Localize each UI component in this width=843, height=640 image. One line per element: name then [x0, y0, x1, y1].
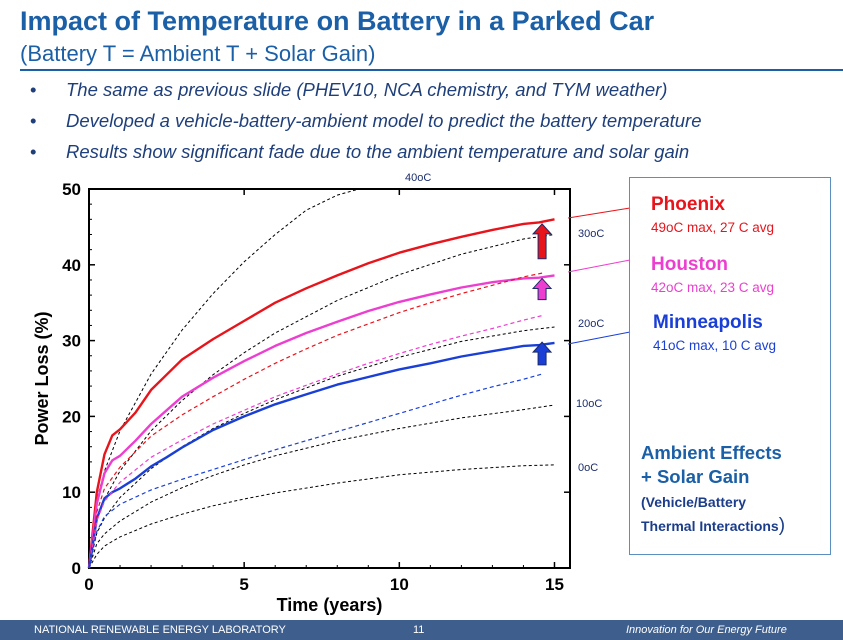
series-line-dashed — [88, 315, 543, 569]
bullet-item: • Developed a vehicle-battery-ambient mod… — [30, 109, 702, 140]
phoenix-detail: 49oC max, 27 C avg — [651, 220, 775, 235]
increase-arrow — [531, 277, 553, 301]
reference-curve — [88, 464, 555, 569]
houston-label: Houston — [651, 254, 729, 275]
series-line — [87, 274, 555, 569]
note-line-2: + Solar Gain — [641, 466, 750, 487]
ambient-effects-note: Ambient Effects + Solar Gain — [641, 441, 782, 489]
thermal-interactions-note: (Vehicle/Battery Thermal Interactions) — [641, 490, 785, 538]
bullet-text: Results show significant fade due to the… — [66, 141, 690, 162]
y-tick-label: 20 — [62, 407, 81, 426]
reference-curve-label: 10oC — [576, 398, 602, 410]
note-line-4-text: Thermal Interactions — [641, 518, 779, 534]
footer-bar: NATIONAL RENEWABLE ENERGY LABORATORY 11 … — [0, 620, 843, 640]
note-line-3: (Vehicle/Battery — [641, 494, 747, 510]
minneapolis-leader-line — [567, 331, 631, 345]
footer-tagline: Innovation for Our Energy Future — [626, 624, 787, 636]
series-line-dashed — [88, 373, 543, 569]
y-tick-label: 30 — [62, 332, 81, 351]
x-axis-label: Time (years) — [277, 595, 383, 615]
reference-curve-label: 40oC — [405, 172, 431, 184]
bullet-item: • Results show significant fade due to th… — [30, 140, 702, 171]
reference-curve — [88, 326, 555, 569]
bullet-text: Developed a vehicle-battery-ambient mode… — [66, 110, 702, 131]
increase-arrow — [531, 341, 553, 366]
increase-arrow — [531, 223, 553, 260]
bullet-marker: • — [30, 110, 37, 131]
y-axis-label: Power Loss (%) — [32, 311, 52, 445]
note-paren: ) — [778, 515, 786, 536]
bullet-list: • The same as previous slide (PHEV10, NCA… — [30, 78, 702, 171]
reference-curve-label: 30oC — [578, 228, 604, 240]
note-line-1: Ambient Effects — [641, 442, 782, 463]
x-tick-label: 5 — [239, 575, 248, 594]
reference-curve — [88, 404, 555, 569]
series-line-dashed — [88, 272, 543, 569]
series-line — [87, 341, 555, 569]
x-tick-label: 10 — [390, 575, 409, 594]
houston-detail: 42oC max, 23 C avg — [651, 280, 775, 295]
minneapolis-label: Minneapolis — [653, 312, 763, 333]
y-tick-label: 10 — [62, 483, 81, 502]
reference-curve-label: 20oC — [578, 318, 604, 330]
y-tick-label: 40 — [62, 256, 81, 275]
series-line — [87, 218, 555, 569]
y-tick-label: 0 — [72, 559, 81, 578]
page-number: 11 — [413, 624, 425, 636]
title-rule — [20, 69, 843, 71]
power-loss-chart: 0 5 10 15 0 10 20 30 40 50 Time (years) Power Loss … — [32, 172, 631, 615]
x-tick-label: 15 — [545, 575, 564, 594]
note-line-4: Thermal Interactions) — [641, 514, 785, 538]
phoenix-leader-line — [567, 207, 631, 219]
bullet-text: The same as previous slide (PHEV10, NCA … — [66, 79, 668, 100]
legend-box — [629, 177, 831, 555]
minneapolis-detail: 41oC max, 10 C avg — [653, 338, 777, 353]
phoenix-label: Phoenix — [651, 194, 725, 215]
bullet-marker: • — [30, 79, 37, 100]
reference-curve-label: 0oC — [578, 462, 598, 474]
reference-curve — [88, 188, 360, 569]
bullet-marker: • — [30, 141, 37, 162]
slide-title: Impact of Temperature on Battery in a Pa… — [20, 6, 655, 36]
plot-frame — [88, 188, 571, 569]
y-tick-label: 50 — [62, 180, 81, 199]
footer-lab-name: NATIONAL RENEWABLE ENERGY LABORATORY — [34, 624, 286, 636]
bullet-item: • The same as previous slide (PHEV10, NCA… — [30, 78, 702, 109]
houston-leader-line — [567, 259, 631, 273]
slide-subtitle: (Battery T = Ambient T + Solar Gain) — [20, 41, 376, 66]
x-tick-label: 0 — [84, 575, 93, 594]
